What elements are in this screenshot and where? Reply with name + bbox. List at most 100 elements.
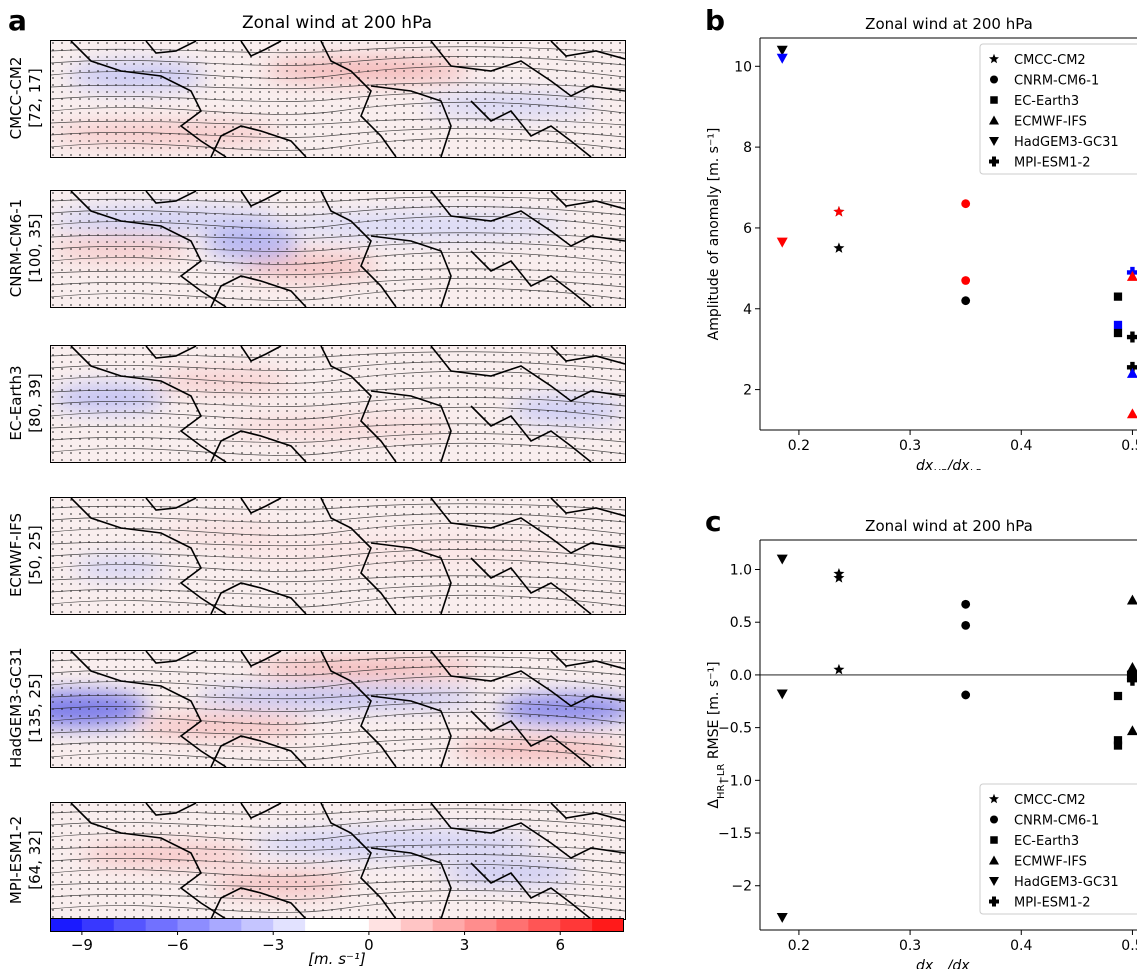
colorbar-bin: [496, 918, 529, 932]
legend-label: EC-Earth3: [1014, 94, 1079, 109]
map-field: [51, 803, 625, 919]
point-cmcc-cm2: [833, 663, 845, 675]
map-cmcc-cm2: [50, 40, 626, 158]
y-tick-label: 10: [734, 59, 752, 75]
point-hadgem3-gc31: [776, 53, 788, 64]
colorbar-bin: [560, 918, 593, 932]
legend-label: ECMWF-IFS: [1014, 855, 1087, 870]
map-label: ECMWF-IFS [50, 25]: [7, 495, 47, 615]
colorbar-bin: [177, 918, 210, 932]
point-ecmwf-ifs: [1126, 594, 1137, 605]
legend: CMCC-CM2 CNRM-CM6-1 EC-Earth3 ECMWF-IFS HadG…: [979, 43, 1137, 175]
legend-label: CNRM-CM6-1: [1014, 74, 1099, 89]
colorbar-bin: [273, 918, 306, 932]
x-tick-label: 0.4: [1010, 938, 1032, 954]
colorbar-bin: [368, 918, 402, 932]
x-tick-label: 0.5: [1121, 938, 1137, 954]
coastlines: [70, 41, 625, 157]
x-tick-label: 0.3: [899, 438, 921, 454]
map-resolution: [50, 25]: [26, 525, 44, 585]
point-cnrm-cm6-1: [961, 199, 971, 209]
legend-label: CNRM-CM6-1: [1014, 814, 1099, 829]
colorbar: [50, 917, 625, 932]
y-tick-label: 0.0: [730, 668, 752, 684]
map-field: [51, 498, 625, 614]
colorbar-bin: [464, 918, 497, 932]
point-ec-earth3: [1113, 736, 1123, 745]
legend-label: ECMWF-IFS: [1014, 115, 1087, 130]
y-tick-label: −2: [731, 879, 752, 895]
data-points: [776, 554, 1137, 923]
map-field: [51, 651, 625, 767]
map-ec-earth3: [50, 345, 626, 463]
map-field: [51, 346, 625, 462]
point-cnrm-cm6-1: [961, 690, 971, 700]
colorbar-bin: [50, 918, 83, 932]
map-resolution: [135, 25]: [26, 673, 44, 743]
colorbar-bin: [400, 918, 434, 932]
point-cnrm-cm6-1: [961, 599, 971, 609]
point-ec-earth3: [1113, 320, 1123, 330]
point-mpi-esm1-2: [1126, 331, 1137, 343]
legend-marker: [990, 815, 998, 824]
map-resolution: [72, 17]: [26, 68, 44, 128]
panel-b-chart: Zonal wind at 200 hPa 0.2 0.3 0.4 0.5 2 4 6 8 10 d…: [706, 15, 1137, 470]
point-cmcc-cm2: [833, 205, 845, 217]
point-hadgem3-gc31: [776, 237, 788, 248]
coastlines: [70, 651, 625, 767]
map-model-name: EC-Earth3: [7, 365, 25, 441]
x-tick-label: 0.3: [899, 938, 921, 954]
legend-marker: [989, 793, 999, 804]
legend-marker: [989, 896, 999, 907]
point-ecmwf-ifs: [1126, 367, 1137, 378]
panel-b-letter: b: [705, 4, 726, 37]
map-label: EC-Earth3 [80, 39]: [7, 343, 47, 463]
y-axis-label: ΔHR−LR RMSE [m. s⁻¹]: [706, 661, 727, 808]
y-tick-label: −1.5: [718, 826, 752, 842]
colorbar-bin: [528, 918, 561, 932]
colorbar-tick-label: 3: [460, 936, 470, 953]
map-field: [51, 191, 625, 307]
x-axis-label: dxHR/dxLR: [916, 458, 982, 470]
panel-a-letter: a: [8, 4, 27, 37]
colorbar-tick-label: −9: [71, 936, 93, 953]
map-model-name: HadGEM3-GC31: [7, 647, 25, 768]
data-points: [776, 45, 1137, 419]
colorbar-unit: [m. s⁻¹]: [308, 950, 366, 968]
map-label: MPI-ESM1-2 [64, 32]: [7, 800, 47, 920]
point-ecmwf-ifs: [1126, 270, 1137, 281]
axes: [759, 37, 1137, 431]
point-ecmwf-ifs: [1126, 408, 1137, 419]
legend-marker: [990, 75, 998, 84]
legend-label: CMCC-CM2: [1014, 793, 1086, 808]
colorbar-bin: [241, 918, 274, 932]
legend-marker: [990, 836, 998, 844]
legend: CMCC-CM2 CNRM-CM6-1 EC-Earth3 ECMWF-IFS HadG…: [979, 783, 1137, 915]
y-tick-label: 8: [743, 140, 752, 156]
point-ec-earth3: [1113, 328, 1123, 338]
y-tick-label: 2: [743, 383, 752, 399]
legend-label: MPI-ESM1-2: [1014, 896, 1091, 911]
legend-marker: [990, 96, 998, 104]
legend-marker: [989, 115, 999, 125]
panel-c-letter: c: [705, 505, 722, 538]
y-tick-label: 0.5: [730, 615, 752, 631]
colorbar-tick-label: 0: [364, 936, 374, 953]
legend-label: EC-Earth3: [1014, 834, 1079, 849]
point-cmcc-cm2: [833, 242, 845, 253]
colorbar-bin: [305, 918, 338, 932]
colorbar-tick-label: −3: [262, 936, 284, 953]
legend-marker: [989, 877, 999, 886]
y-tick-label: −0.5: [718, 721, 752, 737]
chart-title: Zonal wind at 200 hPa: [865, 517, 1033, 535]
colorbar-bin: [432, 918, 466, 932]
x-tick-label: 0.2: [788, 938, 810, 954]
map-label: CMCC-CM2 [72, 17]: [7, 38, 47, 158]
colorbar-tick-label: −6: [166, 936, 188, 953]
map-ecmwf-ifs: [50, 497, 626, 615]
map-hadgem3-gc31: [50, 650, 626, 768]
coastlines: [70, 803, 625, 919]
point-hadgem3-gc31: [776, 45, 788, 56]
coastlines: [70, 346, 625, 462]
x-tick-label: 0.4: [1010, 438, 1032, 454]
